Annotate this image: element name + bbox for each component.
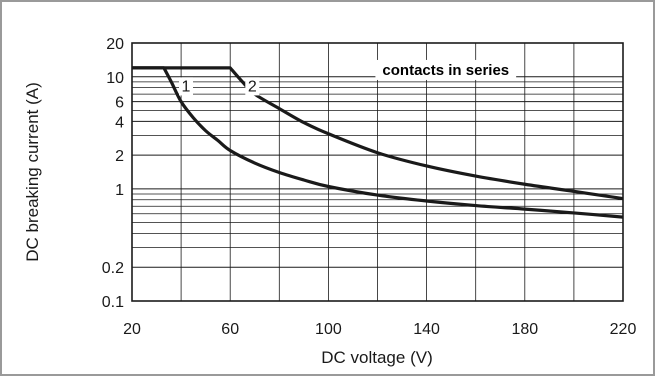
- y-tick-label-2: 2: [115, 148, 124, 165]
- y-tick-label-20: 20: [106, 36, 124, 53]
- curve-2-label-bg: [245, 77, 260, 96]
- x-tick-label-60: 60: [221, 321, 239, 338]
- y-tick-label-4: 4: [115, 114, 124, 131]
- y-tick-labels: 0.1 0.2 1 2 4 6 10 20: [102, 36, 124, 311]
- x-tick-label-220: 220: [610, 321, 637, 338]
- plot-area-border: [131, 42, 624, 302]
- y-tick-label-6: 6: [115, 95, 124, 112]
- y-axis-label: DC breaking current (A): [23, 82, 42, 262]
- y-tick-label-10: 10: [106, 70, 124, 87]
- x-tick-label-100: 100: [315, 321, 342, 338]
- y-tick-label-0.1: 0.1: [102, 294, 124, 311]
- series-1-line: [132, 66, 624, 219]
- contacts-in-series-label: contacts in series: [382, 62, 509, 79]
- grid: [132, 43, 623, 301]
- contacts-in-series-label-bg: [375, 59, 517, 80]
- x-tick-label-140: 140: [413, 321, 440, 338]
- x-tick-labels: 20 60 100 140 180 220: [123, 321, 636, 338]
- curve-2-label: 2: [248, 78, 257, 95]
- y-tick-label-0.2: 0.2: [102, 260, 124, 277]
- x-axis-label: DC voltage (V): [321, 348, 432, 367]
- y-tick-label-1: 1: [115, 182, 124, 199]
- curve-1-label-bg: [179, 77, 194, 96]
- x-tick-label-180: 180: [511, 321, 538, 338]
- curve-1-label: 1: [182, 78, 191, 95]
- x-tick-label-20: 20: [123, 321, 141, 338]
